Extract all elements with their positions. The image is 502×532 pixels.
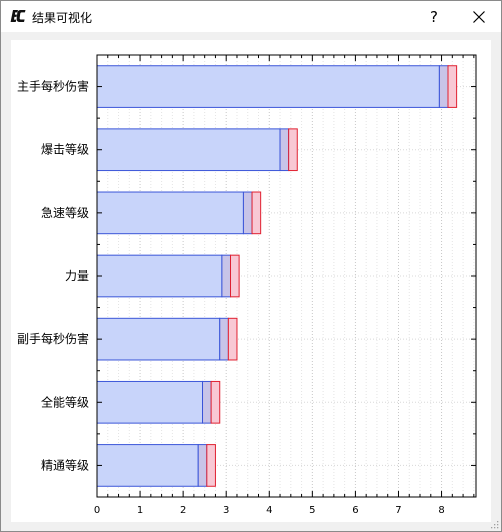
bar-segment — [227, 317, 238, 361]
bar-segment — [202, 380, 212, 424]
plot-frame — [96, 54, 477, 498]
category-label: 急速等级 — [41, 205, 89, 220]
bar-segment — [96, 128, 281, 172]
bar-segment — [221, 254, 232, 298]
x-tick-label: 6 — [352, 505, 358, 516]
bar-segment — [96, 317, 221, 361]
category-label: 主手每秒伤害 — [17, 79, 89, 94]
bar-segment — [96, 380, 204, 424]
category-label: 副手每秒伤害 — [17, 331, 89, 346]
close-icon — [473, 10, 485, 23]
category-label: 精通等级 — [41, 458, 89, 472]
x-tick-label: 1 — [137, 505, 143, 516]
bar-segment — [96, 191, 244, 235]
bar-segment — [242, 191, 253, 235]
bar-segment — [447, 65, 458, 108]
bar-segment — [279, 128, 290, 172]
close-button[interactable] — [459, 1, 499, 32]
category-label: 全能等级 — [41, 394, 89, 409]
bar-segment — [210, 380, 221, 424]
x-tick-label: 7 — [395, 505, 401, 516]
category-label: 爆击等级 — [41, 143, 89, 157]
x-tick-label: 8 — [438, 505, 444, 516]
bar-segment — [197, 444, 208, 487]
bar-segment — [438, 65, 449, 108]
chart-area: 主手每秒伤害爆击等级急速等级力量副手每秒伤害全能等级精通等级 0 1 2 3 4 5 6 7 8 — [11, 40, 491, 522]
x-tick-label: 3 — [223, 505, 229, 516]
bar-segment — [230, 254, 240, 298]
x-tick-label: 4 — [266, 505, 272, 516]
window-title: 结果可视化 — [32, 11, 93, 25]
title-bar[interactable]: 结果可视化 ? — [1, 1, 501, 32]
x-tick-label: 2 — [180, 505, 186, 516]
category-label: 力量 — [65, 269, 89, 283]
bar-segment — [251, 191, 262, 235]
resize-grip-icon[interactable] — [490, 520, 499, 529]
bar-segment — [206, 444, 216, 487]
bar-segment — [96, 444, 199, 487]
ec-logo-icon — [10, 10, 26, 22]
x-tick-label: 0 — [94, 505, 100, 516]
bar-segment — [219, 317, 229, 361]
bar-segment — [288, 128, 298, 172]
bar-segment — [96, 254, 223, 298]
x-tick-label: 5 — [309, 505, 315, 516]
help-button[interactable]: ? — [430, 7, 438, 26]
bar-segment — [96, 65, 440, 108]
